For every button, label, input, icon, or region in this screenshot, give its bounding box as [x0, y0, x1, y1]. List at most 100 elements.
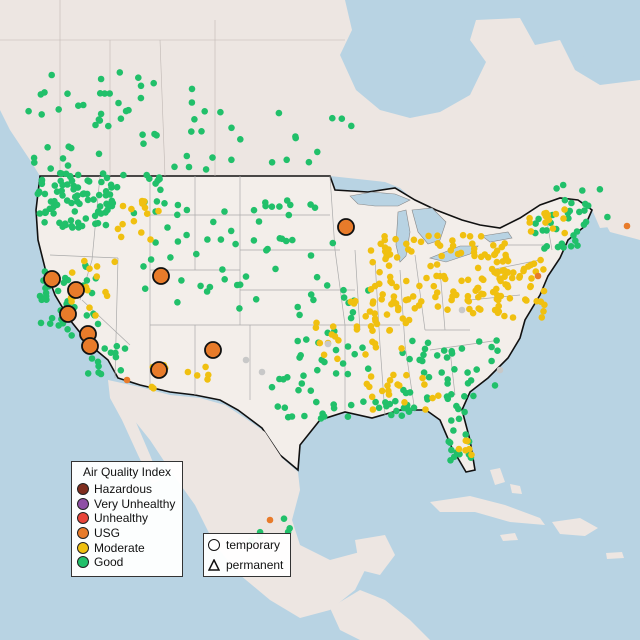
- good-monitor[interactable]: [301, 412, 308, 420]
- moderate-monitor[interactable]: [329, 323, 337, 330]
- moderate-monitor[interactable]: [388, 300, 395, 308]
- no-data-monitor[interactable]: [242, 356, 250, 364]
- moderate-monitor[interactable]: [114, 225, 122, 233]
- good-monitor[interactable]: [64, 326, 71, 333]
- moderate-monitor[interactable]: [417, 238, 425, 246]
- good-monitor[interactable]: [188, 85, 196, 93]
- usg-temporary-monitor[interactable]: [81, 337, 99, 355]
- good-monitor[interactable]: [372, 398, 379, 406]
- good-monitor[interactable]: [539, 227, 546, 234]
- good-monitor[interactable]: [50, 210, 57, 217]
- good-monitor[interactable]: [568, 199, 575, 207]
- moderate-monitor[interactable]: [362, 351, 369, 358]
- moderate-monitor[interactable]: [469, 309, 477, 317]
- good-monitor[interactable]: [410, 404, 418, 412]
- moderate-monitor[interactable]: [350, 300, 358, 307]
- good-monitor[interactable]: [532, 220, 539, 227]
- good-monitor[interactable]: [97, 75, 105, 83]
- good-monitor[interactable]: [289, 236, 296, 244]
- moderate-monitor[interactable]: [92, 312, 99, 319]
- good-monitor[interactable]: [451, 366, 458, 373]
- moderate-monitor[interactable]: [403, 240, 410, 248]
- moderate-monitor[interactable]: [411, 305, 419, 312]
- moderate-monitor[interactable]: [510, 269, 517, 276]
- usg-temporary-monitor[interactable]: [43, 270, 61, 288]
- moderate-monitor[interactable]: [508, 274, 516, 282]
- moderate-monitor[interactable]: [93, 263, 101, 270]
- good-monitor[interactable]: [98, 178, 105, 186]
- moderate-monitor[interactable]: [453, 291, 460, 299]
- good-monitor[interactable]: [420, 351, 427, 359]
- good-monitor[interactable]: [95, 116, 103, 123]
- good-monitor[interactable]: [294, 303, 302, 311]
- moderate-monitor[interactable]: [119, 202, 127, 210]
- good-monitor[interactable]: [157, 186, 164, 194]
- good-monitor[interactable]: [303, 336, 310, 343]
- moderate-monitor[interactable]: [404, 246, 412, 253]
- good-monitor[interactable]: [491, 382, 499, 389]
- moderate-monitor[interactable]: [464, 276, 472, 284]
- good-monitor[interactable]: [115, 99, 122, 107]
- good-monitor[interactable]: [292, 134, 300, 142]
- good-monitor[interactable]: [283, 156, 291, 164]
- good-monitor[interactable]: [263, 247, 270, 254]
- good-monitor[interactable]: [340, 286, 347, 294]
- good-monitor[interactable]: [201, 108, 208, 115]
- good-monitor[interactable]: [178, 277, 185, 284]
- moderate-monitor[interactable]: [493, 285, 500, 293]
- moderate-monitor[interactable]: [434, 303, 442, 310]
- good-monitor[interactable]: [339, 360, 347, 367]
- good-monitor[interactable]: [41, 89, 48, 96]
- moderate-monitor[interactable]: [501, 240, 509, 247]
- moderate-monitor[interactable]: [449, 237, 456, 244]
- usg-temporary-monitor[interactable]: [67, 281, 85, 299]
- moderate-monitor[interactable]: [493, 258, 501, 266]
- good-monitor[interactable]: [450, 427, 457, 434]
- good-monitor[interactable]: [83, 312, 91, 319]
- good-monitor[interactable]: [559, 181, 567, 189]
- moderate-monitor[interactable]: [540, 266, 547, 273]
- good-monitor[interactable]: [73, 198, 81, 205]
- moderate-monitor[interactable]: [530, 260, 538, 268]
- good-monitor[interactable]: [581, 200, 589, 208]
- good-monitor[interactable]: [572, 237, 579, 244]
- moderate-monitor[interactable]: [393, 283, 400, 291]
- moderate-monitor[interactable]: [102, 288, 109, 296]
- moderate-monitor[interactable]: [423, 274, 430, 282]
- good-monitor[interactable]: [59, 155, 67, 162]
- good-monitor[interactable]: [283, 197, 291, 204]
- good-monitor[interactable]: [113, 183, 121, 191]
- moderate-monitor[interactable]: [68, 298, 75, 305]
- good-monitor[interactable]: [59, 223, 66, 230]
- good-monitor[interactable]: [570, 232, 577, 239]
- good-monitor[interactable]: [68, 177, 76, 185]
- good-monitor[interactable]: [558, 240, 566, 247]
- moderate-monitor[interactable]: [494, 296, 502, 304]
- moderate-monitor[interactable]: [466, 445, 473, 453]
- good-monitor[interactable]: [101, 345, 108, 352]
- moderate-monitor[interactable]: [394, 381, 401, 388]
- good-monitor[interactable]: [294, 337, 302, 345]
- good-monitor[interactable]: [567, 243, 575, 250]
- moderate-monitor[interactable]: [478, 275, 486, 283]
- good-monitor[interactable]: [105, 122, 112, 130]
- good-monitor[interactable]: [174, 211, 181, 219]
- good-monitor[interactable]: [167, 254, 174, 261]
- moderate-monitor[interactable]: [386, 377, 394, 384]
- good-monitor[interactable]: [464, 369, 471, 376]
- moderate-monitor[interactable]: [373, 320, 381, 328]
- good-monitor[interactable]: [329, 239, 337, 247]
- moderate-monitor[interactable]: [371, 340, 379, 347]
- moderate-monitor[interactable]: [549, 225, 557, 232]
- moderate-monitor[interactable]: [497, 277, 504, 285]
- good-monitor[interactable]: [280, 515, 288, 522]
- good-monitor[interactable]: [171, 163, 178, 171]
- moderate-monitor[interactable]: [150, 385, 157, 392]
- moderate-monitor[interactable]: [430, 282, 438, 290]
- good-monitor[interactable]: [183, 152, 191, 160]
- moderate-monitor[interactable]: [312, 324, 320, 332]
- good-monitor[interactable]: [580, 221, 588, 228]
- good-monitor[interactable]: [188, 99, 196, 106]
- moderate-monitor[interactable]: [504, 281, 511, 289]
- good-monitor[interactable]: [448, 417, 455, 424]
